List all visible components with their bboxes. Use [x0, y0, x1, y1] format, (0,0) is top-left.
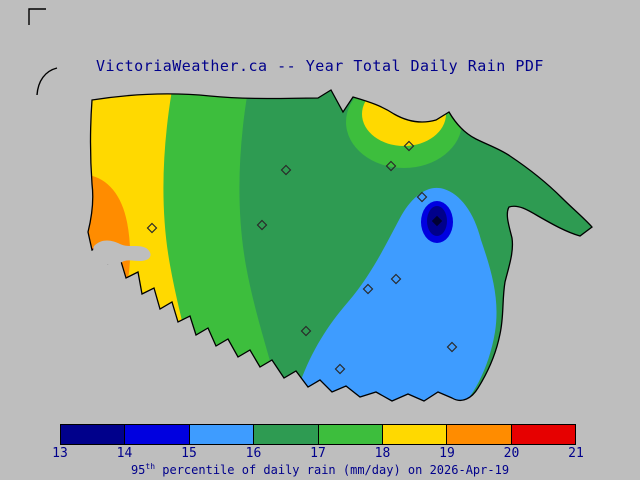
- station-markers-layer: [146, 140, 458, 375]
- colorbar-tick-label: 20: [503, 446, 520, 461]
- station-marker: [390, 273, 402, 285]
- colorbar-segment: [382, 425, 448, 444]
- colorbar-tick-label: 18: [374, 446, 391, 461]
- contour-region-light-blue: [292, 187, 497, 401]
- station-marker: [300, 325, 312, 337]
- edge-coastline-fragment-1: [28, 8, 46, 25]
- colorbar-tick-label: 15: [181, 446, 197, 461]
- colorbar-tick-label: 21: [568, 446, 584, 461]
- colorbar-tick-label: 16: [245, 446, 262, 461]
- map-title: VictoriaWeather.ca -- Year Total Daily R…: [96, 57, 544, 75]
- map-caption: 95th percentile of daily rain (mm/day) o…: [0, 462, 640, 477]
- station-marker-highlighted: [431, 215, 443, 227]
- caption-prefix: 95: [130, 463, 146, 477]
- contour-region-yellow-north: [362, 90, 446, 146]
- coastline: [87, 89, 593, 402]
- station-marker: [416, 191, 428, 203]
- colorbar-tick-label: 17: [310, 446, 326, 461]
- edge-coastline-fragment-2: [36, 67, 58, 96]
- station-marker: [146, 222, 158, 234]
- colorbar-segment: [318, 425, 383, 444]
- colorbar-tick-label: 14: [116, 446, 133, 461]
- caption-rest: percentile of daily rain (mm/day) on 202…: [155, 463, 510, 477]
- station-marker: [334, 363, 346, 375]
- station-marker: [385, 160, 397, 172]
- colorbar-tick-label: 19: [439, 446, 455, 461]
- colorbar-segment: [189, 425, 255, 444]
- colorbar-segment: [254, 425, 319, 444]
- contour-field: [88, 90, 592, 401]
- station-marker: [403, 140, 415, 152]
- caption-superscript: th: [145, 462, 156, 471]
- colorbar-segment: [511, 425, 575, 444]
- station-marker: [280, 164, 292, 176]
- inlet-sooke-basin: [93, 240, 151, 265]
- station-marker: [362, 283, 374, 295]
- colorbar-segment: [61, 425, 126, 444]
- station-marker: [256, 219, 268, 231]
- colorbar: [60, 424, 576, 445]
- station-marker: [446, 341, 458, 353]
- colorbar-segment: [125, 425, 190, 444]
- colorbar-tick-label: 13: [52, 446, 68, 461]
- colorbar-segment: [447, 425, 512, 444]
